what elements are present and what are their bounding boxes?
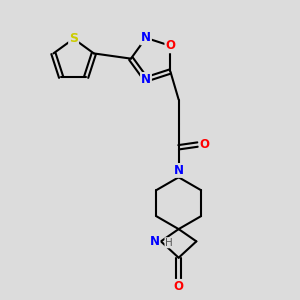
Text: N: N [149, 235, 160, 248]
Text: O: O [165, 39, 176, 52]
Text: O: O [200, 138, 209, 151]
Text: H: H [165, 238, 173, 248]
Text: N: N [141, 32, 151, 44]
Text: O: O [174, 280, 184, 293]
Text: N: N [174, 164, 184, 177]
Text: S: S [69, 32, 78, 45]
Text: N: N [141, 73, 151, 86]
